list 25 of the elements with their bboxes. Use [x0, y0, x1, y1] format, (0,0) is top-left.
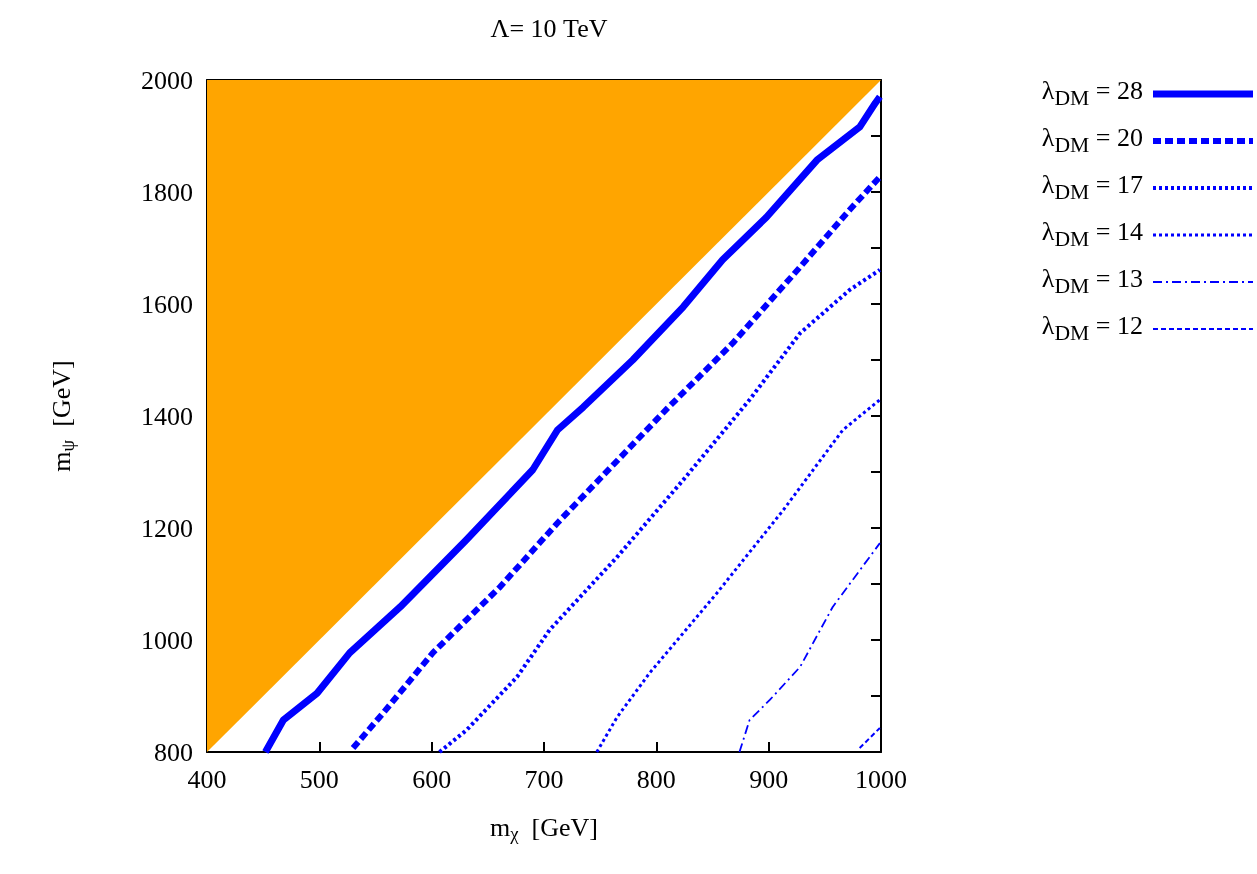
legend-label: λ$_{DM}$ = 20	[1041, 123, 1143, 159]
legend-label: λ$_{DM}$ = 12	[1041, 311, 1143, 347]
x-tick-label: 1000	[855, 764, 907, 794]
x-tick-label: 400	[187, 764, 227, 794]
y-axis-title: mψ [GeV]	[47, 360, 78, 472]
y-tick-label: 1000	[141, 625, 193, 655]
legend-label: λ$_{DM}$ = 13	[1041, 264, 1143, 300]
legend-label: λ$_{DM}$ = 28	[1041, 76, 1143, 112]
y-tick-label: 1200	[141, 513, 193, 543]
x-tick-label: 800	[636, 764, 676, 794]
x-tick-label: 600	[412, 764, 452, 794]
line-series	[595, 398, 882, 754]
y-tick-label: 1600	[141, 289, 193, 319]
x-tick-label: 500	[299, 764, 339, 794]
legend-label: λ$_{DM}$ = 17	[1041, 170, 1143, 206]
y-tick-label: 2000	[141, 65, 193, 95]
line-series	[738, 542, 881, 753]
legend-label: λ$_{DM}$ = 14	[1041, 217, 1143, 253]
y-tick-label: 800	[154, 737, 193, 767]
line-series	[437, 267, 882, 754]
chart-title: Λ= 10 TeV	[490, 13, 608, 43]
x-tick-label: 900	[749, 764, 789, 794]
y-tick-label: 1400	[141, 401, 193, 431]
y-tick-label: 1800	[141, 177, 193, 207]
x-tick-label: 700	[524, 764, 564, 794]
